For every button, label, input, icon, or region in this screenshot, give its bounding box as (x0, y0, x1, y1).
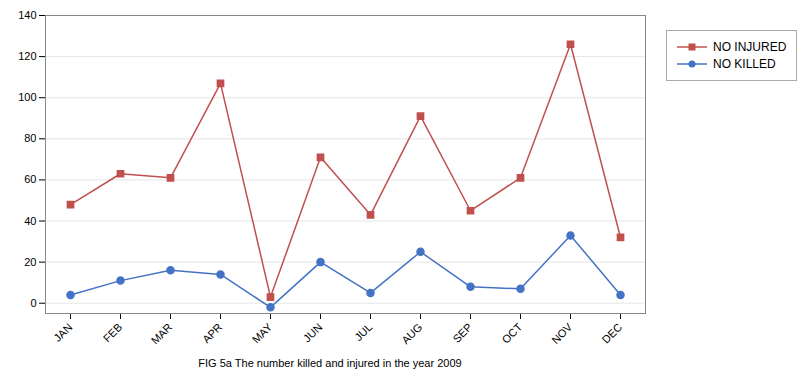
svg-text:JUL: JUL (352, 321, 374, 343)
html-text:NO INJURED: NO INJURED (713, 40, 787, 54)
svg-text:AUG: AUG (399, 321, 424, 346)
svg-text:60: 60 (24, 173, 36, 185)
svg-text:120: 120 (18, 50, 36, 62)
svg-text:0: 0 (30, 297, 36, 309)
html-text:NO KILLED: NO KILLED (713, 57, 776, 71)
svg-text:OCT: OCT (499, 321, 524, 346)
svg-text:100: 100 (18, 91, 36, 103)
svg-text:140: 140 (18, 9, 36, 21)
svg-text:SEP: SEP (450, 321, 474, 345)
svg-text:JAN: JAN (51, 321, 74, 344)
svg-text:DEC: DEC (599, 321, 624, 346)
svg-text:20: 20 (24, 256, 36, 268)
svg-text:JUN: JUN (301, 321, 325, 345)
html-text:FIG 5a The number killed and i: FIG 5a The number killed and injured in … (198, 357, 462, 369)
svg-text:MAR: MAR (149, 321, 175, 347)
svg-text:FEB: FEB (101, 321, 125, 345)
svg-text:APR: APR (200, 321, 225, 346)
svg-text:MAY: MAY (250, 320, 275, 345)
svg-text:40: 40 (24, 215, 36, 227)
svg-text:80: 80 (24, 132, 36, 144)
svg-text:NOV: NOV (549, 320, 575, 346)
